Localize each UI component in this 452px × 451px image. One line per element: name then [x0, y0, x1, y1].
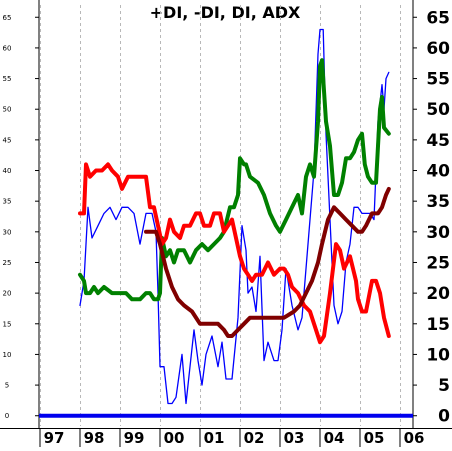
y-tick-label-right: 15 — [426, 315, 450, 335]
y-tick-label-right: 35 — [426, 192, 450, 212]
y-tick-label-left: 50 — [3, 106, 12, 114]
y-tick-label-left: 65 — [3, 14, 12, 22]
y-tick-label-left: 15 — [3, 320, 12, 328]
y-tick-label-right: 20 — [426, 284, 450, 304]
y-tick-label-right: 60 — [426, 39, 450, 59]
y-tick-label-left: 5 — [5, 382, 9, 390]
x-tick-label: 00 — [164, 429, 185, 447]
y-tick-label-right: 45 — [426, 131, 450, 151]
y-tick-label-left: 45 — [3, 136, 12, 144]
series-line-3 — [78, 162, 391, 345]
gridlines — [40, 5, 401, 426]
y-tick-label-left: 40 — [3, 167, 12, 175]
x-tick-label: 06 — [404, 429, 425, 447]
y-tick-label-right: 30 — [426, 223, 450, 243]
y-tick-label-left: 30 — [3, 228, 12, 236]
y-tick-label-right: 10 — [426, 345, 450, 365]
series-line-4 — [144, 186, 391, 338]
x-tick-label: 05 — [364, 429, 385, 447]
x-tick-label: 99 — [124, 429, 145, 447]
y-tick-label-left: 60 — [3, 44, 12, 52]
series-group — [39, 28, 413, 418]
x-tick-label: 01 — [204, 429, 225, 447]
y-tick-label-left: 35 — [3, 198, 12, 206]
x-tick-label: 97 — [44, 429, 65, 447]
y-tick-label-right: 5 — [438, 376, 450, 396]
series-line-2 — [78, 58, 391, 302]
y-tick-label-left: 0 — [5, 412, 9, 420]
y-tick-label-left: 55 — [3, 75, 12, 83]
x-tick-label: 98 — [84, 429, 105, 447]
y-tick-label-right: 65 — [426, 8, 450, 28]
y-tick-label-right: 0 — [438, 407, 450, 427]
y-tick-label-right: 50 — [426, 100, 450, 120]
y-tick-label-left: 10 — [3, 351, 12, 359]
y-tick-label-left: 25 — [3, 259, 12, 267]
y-tick-label-left: 20 — [3, 290, 12, 298]
x-tick-label: 02 — [244, 429, 265, 447]
y-tick-label-right: 55 — [426, 70, 450, 90]
y-tick-label-right: 40 — [426, 162, 450, 182]
x-tick-label: 04 — [324, 429, 345, 447]
y-tick-label-right: 25 — [426, 253, 450, 273]
chart-title: +DI, -DI, DI, ADX — [150, 3, 301, 22]
x-tick-label: 03 — [284, 429, 305, 447]
